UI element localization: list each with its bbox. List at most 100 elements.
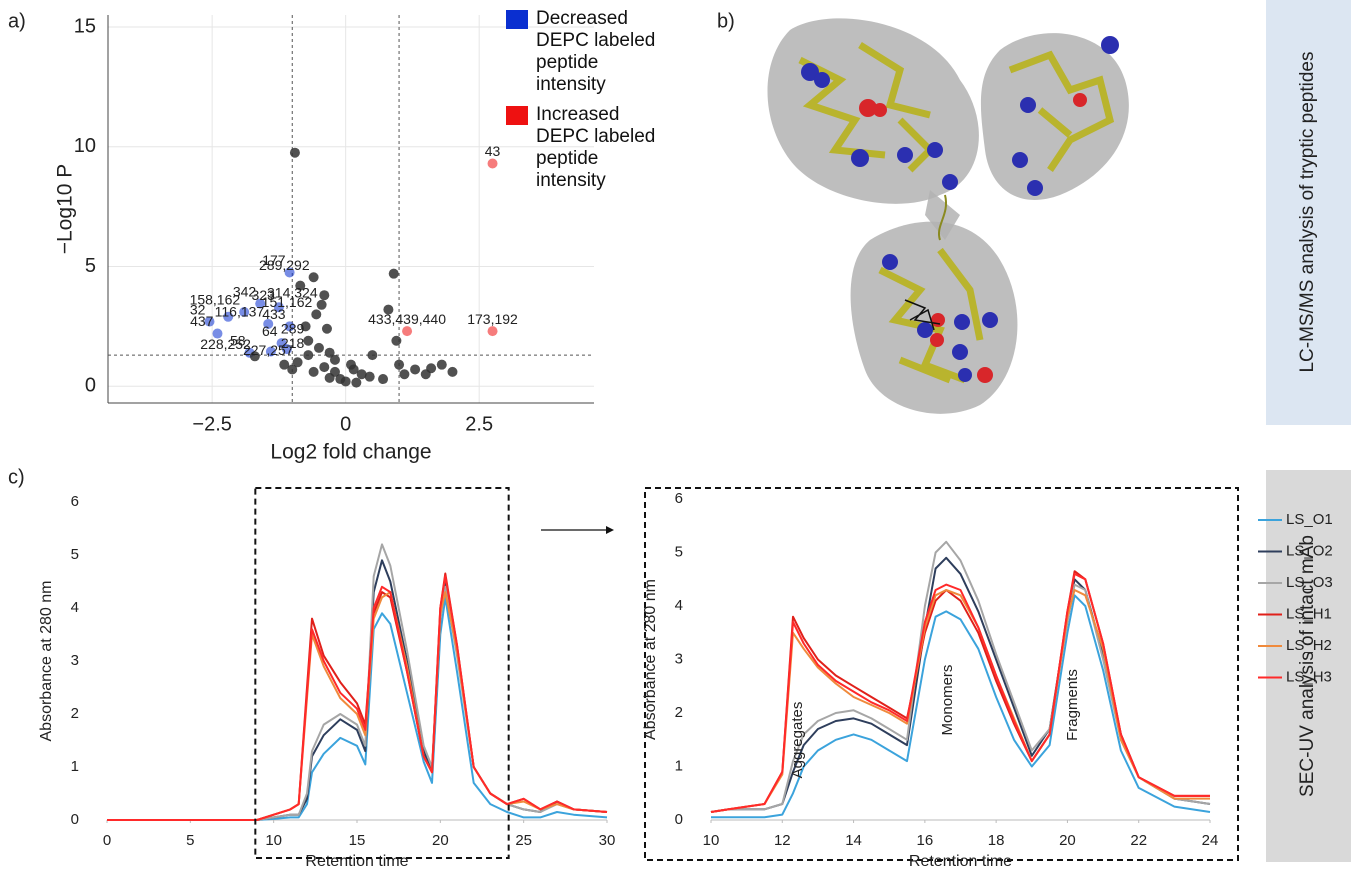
panel-label: b) [717,10,735,32]
x-tick-label: 22 [1130,832,1147,849]
x-tick-label: 18 [988,832,1005,849]
x-tick-label: 14 [845,832,862,849]
x-tick-label: 20 [1059,832,1076,849]
y-tick-label: 0 [71,811,79,828]
point [394,360,404,370]
x-tick-label: 12 [774,832,791,849]
y-axis-label: Absorbance at 280 nm [642,579,659,740]
y-tick-label: 4 [675,597,683,614]
legend-swatch [506,106,528,125]
point [303,336,313,346]
point [319,290,329,300]
x-tick-label: 25 [515,832,532,849]
point [399,369,409,379]
y-tick-label: 0 [675,811,683,828]
point [488,326,498,336]
point-label: 43 [485,143,501,159]
series-line [107,560,607,820]
y-tick-label: 2 [71,705,79,722]
x-tick-label: 10 [265,832,282,849]
page: LC-MS/MS analysis of tryptic peptides SE… [0,0,1351,884]
point-label: 173,192 [467,311,518,327]
point [330,355,340,365]
legend-label: LS_O1 [1286,511,1333,528]
point [367,350,377,360]
x-tick-label: 10 [703,832,720,849]
point [351,378,361,388]
point [330,367,340,377]
y-tick-label: 2 [675,704,683,721]
y-tick-label: 1 [71,758,79,775]
side-label: LC-MS/MS analysis of tryptic peptides [1297,51,1318,372]
point [303,350,313,360]
x-axis-label: Log2 fold change [270,441,431,464]
point [391,336,401,346]
series-line [711,574,1210,812]
point [309,367,319,377]
y-axis-label: −Log10 P [54,164,77,255]
y-tick-label: 5 [85,255,96,277]
legend-item: Decreased DEPC labeled peptide intensity [506,8,666,96]
point [410,364,420,374]
point [383,305,393,315]
protein-structure [768,18,1129,413]
point-label: 289,292 [259,257,310,273]
arrow-head [606,526,614,534]
x-tick-label: 16 [917,832,934,849]
x-tick-label: −2.5 [192,413,231,435]
point [319,362,329,372]
panel-label: c) [8,466,25,488]
point [437,360,447,370]
y-tick-label: 5 [71,546,79,563]
y-axis-label: Absorbance at 280 nm [38,581,55,742]
panel-label: a) [8,10,26,32]
point [341,376,351,386]
point [311,309,321,319]
x-tick-label: 0 [340,413,351,435]
x-tick-label: 15 [349,832,366,849]
y-tick-label: 0 [85,375,96,397]
point-label: 64 [262,323,278,339]
point [309,272,319,282]
point [421,369,431,379]
x-tick-label: 20 [432,832,449,849]
series-line [107,544,607,820]
point [378,374,388,384]
legend-label: LS_H1 [1286,605,1332,622]
point-label: 228,252 [200,336,251,352]
point [317,300,327,310]
x-axis-label: Retention time [305,853,408,870]
y-tick-label: 3 [675,650,683,667]
point [279,360,289,370]
legend-label: LS_H3 [1286,668,1332,685]
point [349,364,359,374]
y-tick-label: 3 [71,652,79,669]
x-tick-label: 5 [186,832,194,849]
x-tick-label: 30 [599,832,616,849]
point-label: 151,162 [262,294,313,310]
annotation: Fragments [1064,669,1081,741]
point [402,326,412,336]
point [290,148,300,158]
y-tick-label: 6 [675,490,683,507]
y-tick-label: 1 [675,757,683,774]
series-line [107,576,607,820]
legend-item: Increased DEPC labeled peptide intensity [506,104,666,192]
point [314,343,324,353]
point-label: 433,439,440 [368,311,446,327]
y-tick-label: 4 [71,599,79,616]
legend-label: Increased DEPC labeled peptide intensity [536,104,666,192]
legend-label: LS_H2 [1286,637,1332,654]
legend-swatch [506,10,528,29]
point [488,158,498,168]
point [447,367,457,377]
y-tick-label: 15 [74,15,96,37]
annotation: Aggregates [789,702,806,779]
legend: Decreased DEPC labeled peptide intensity… [506,8,666,200]
legend-label: Decreased DEPC labeled peptide intensity [536,8,666,96]
point [365,372,375,382]
x-tick-label: 24 [1202,832,1219,849]
point [322,324,332,334]
y-tick-label: 5 [675,543,683,560]
x-tick-label: 0 [103,832,111,849]
